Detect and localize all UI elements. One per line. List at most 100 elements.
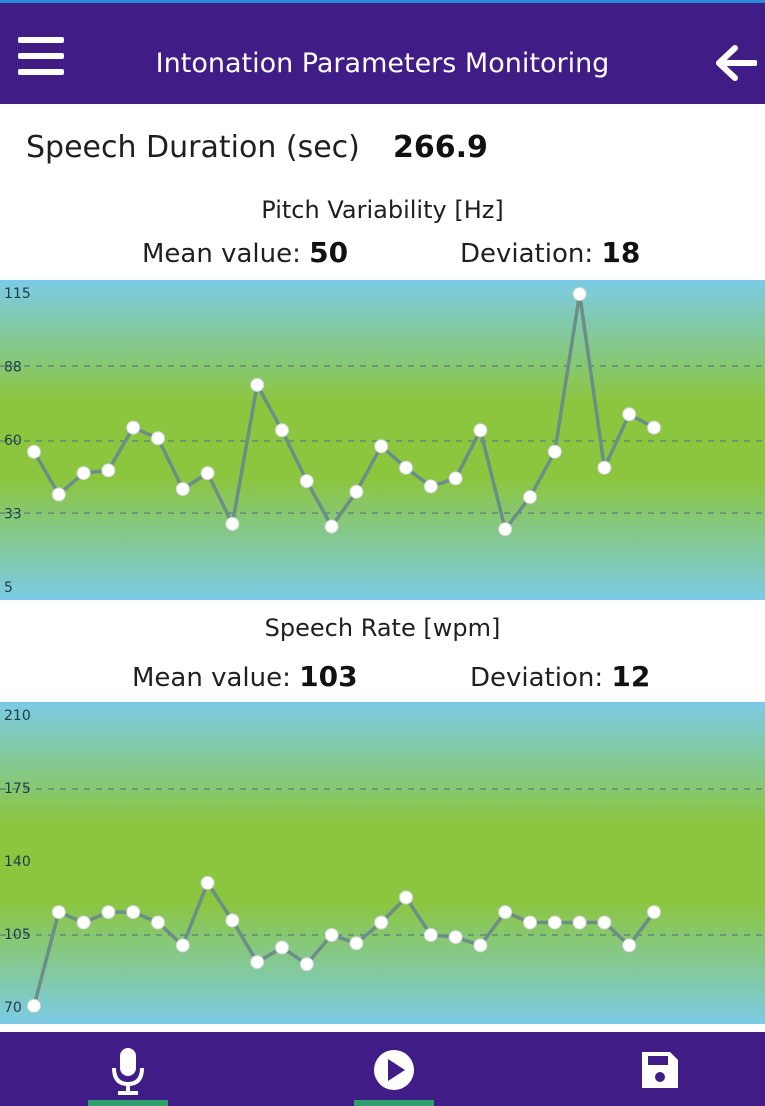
rate-chart-svg: 210 175 140 105 70 — [0, 702, 765, 1024]
pitch-mean: Mean value: 50 — [142, 236, 348, 269]
pitch-data-point — [51, 487, 66, 502]
pitch-mean-value: 50 — [309, 236, 349, 269]
pitch-data-point — [27, 444, 41, 459]
rate-data-point — [101, 905, 116, 920]
rate-mean-value: 103 — [299, 660, 358, 693]
pitch-data-point — [448, 471, 463, 486]
pitch-data-point — [374, 439, 389, 454]
pitch-data-point — [572, 287, 587, 301]
rate-data-point — [324, 928, 339, 942]
rate-data-point — [200, 875, 215, 890]
rate-data-point — [597, 915, 612, 930]
pitch-data-point — [647, 420, 661, 435]
rate-data-point — [547, 915, 562, 930]
pitch-data-point — [597, 460, 612, 475]
microphone-icon — [112, 1048, 144, 1095]
rate-data-point — [448, 930, 463, 945]
pitch-data-point — [324, 519, 339, 534]
pitch-data-point — [498, 522, 513, 537]
pitch-data-point — [547, 444, 562, 459]
rate-data-point — [126, 905, 141, 920]
speech-duration-row: Speech Duration (sec) 266.9 — [26, 130, 488, 170]
rate-y-tick-label: 70 — [4, 1000, 22, 1016]
pitch-y-tick-label: 115 — [4, 286, 31, 302]
play-active-indicator — [354, 1100, 434, 1106]
rate-y-tick-label: 105 — [4, 927, 31, 943]
pitch-data-point — [275, 423, 289, 438]
hamburger-line — [18, 53, 64, 59]
pitch-data-point — [473, 423, 488, 438]
pitch-data-point — [399, 460, 413, 475]
pitch-deviation-label: Deviation: — [460, 239, 594, 269]
rate-data-point — [27, 998, 41, 1013]
rate-data-point — [151, 915, 165, 930]
rate-data-point — [275, 940, 289, 955]
rate-stats-row: Mean value: 103 Deviation: 12 — [0, 660, 765, 694]
rate-data-point — [399, 890, 413, 905]
rate-data-point — [498, 905, 513, 920]
save-icon — [642, 1052, 678, 1088]
rate-data-point — [51, 905, 66, 920]
rate-y-tick-label: 210 — [4, 708, 31, 724]
hamburger-line — [18, 69, 64, 75]
rate-chart-background — [0, 702, 765, 1024]
save-button[interactable] — [620, 1046, 700, 1098]
rate-mean-label: Mean value: — [132, 663, 291, 693]
pitch-data-point — [523, 490, 537, 505]
rate-data-point — [250, 955, 265, 970]
pitch-data-point — [225, 516, 240, 531]
pitch-deviation: Deviation: 18 — [460, 236, 640, 269]
bottom-nav — [0, 1026, 765, 1106]
rate-data-point — [299, 957, 314, 972]
play-icon — [374, 1050, 414, 1090]
arrow-left-icon — [716, 45, 758, 81]
pitch-data-point — [299, 474, 314, 489]
pitch-chart-svg: 115 88 60 33 5 — [0, 280, 765, 600]
pitch-chart: 115 88 60 33 5 — [0, 280, 765, 600]
speech-duration-label: Speech Duration (sec) — [26, 130, 360, 165]
pitch-y-tick-label: 88 — [4, 360, 22, 376]
rate-data-point — [423, 928, 438, 942]
rate-y-tick-label: 140 — [4, 854, 31, 870]
page-title: Intonation Parameters Monitoring — [155, 48, 610, 79]
rate-data-point — [225, 913, 240, 928]
hamburger-menu-icon — [18, 37, 64, 43]
rate-deviation-label: Deviation: — [470, 663, 604, 693]
play-button[interactable] — [354, 1046, 434, 1106]
pitch-stats-row: Mean value: 50 Deviation: 18 — [0, 236, 765, 270]
record-button[interactable] — [88, 1046, 168, 1106]
rate-data-point — [523, 915, 537, 930]
rate-data-point — [572, 915, 587, 930]
pitch-data-point — [175, 482, 190, 497]
pitch-chart-title: Pitch Variability [Hz] — [261, 196, 504, 224]
pitch-deviation-value: 18 — [601, 236, 641, 269]
pitch-y-tick-label: 5 — [4, 580, 13, 596]
rate-data-point — [473, 938, 488, 953]
pitch-data-point — [126, 420, 141, 435]
rate-chart-title: Speech Rate [wpm] — [264, 614, 501, 642]
speech-duration-value: 266.9 — [392, 130, 488, 165]
pitch-data-point — [151, 431, 165, 446]
rate-y-tick-label: 175 — [4, 781, 31, 797]
pitch-data-point — [101, 463, 116, 478]
rate-data-point — [175, 938, 190, 953]
rate-mean: Mean value: 103 — [132, 660, 358, 693]
app-header: Intonation Parameters Monitoring — [0, 0, 765, 104]
rate-deviation-value: 12 — [611, 660, 651, 693]
pitch-y-tick-label: 60 — [4, 433, 22, 449]
pitch-data-point — [250, 377, 265, 392]
pitch-data-point — [200, 466, 215, 481]
menu-button[interactable] — [18, 37, 68, 77]
pitch-data-point — [76, 466, 91, 481]
rate-data-point — [76, 915, 91, 930]
pitch-data-point — [622, 407, 637, 422]
pitch-data-point — [423, 479, 438, 494]
rate-deviation: Deviation: 12 — [470, 660, 650, 693]
rate-data-point — [374, 915, 389, 930]
pitch-mean-label: Mean value: — [142, 239, 301, 269]
rate-data-point — [622, 938, 637, 953]
pitch-y-tick-label: 33 — [4, 507, 22, 523]
back-button[interactable] — [715, 45, 758, 81]
rate-chart: 210 175 140 105 70 — [0, 702, 765, 1024]
rate-data-point — [647, 905, 661, 920]
